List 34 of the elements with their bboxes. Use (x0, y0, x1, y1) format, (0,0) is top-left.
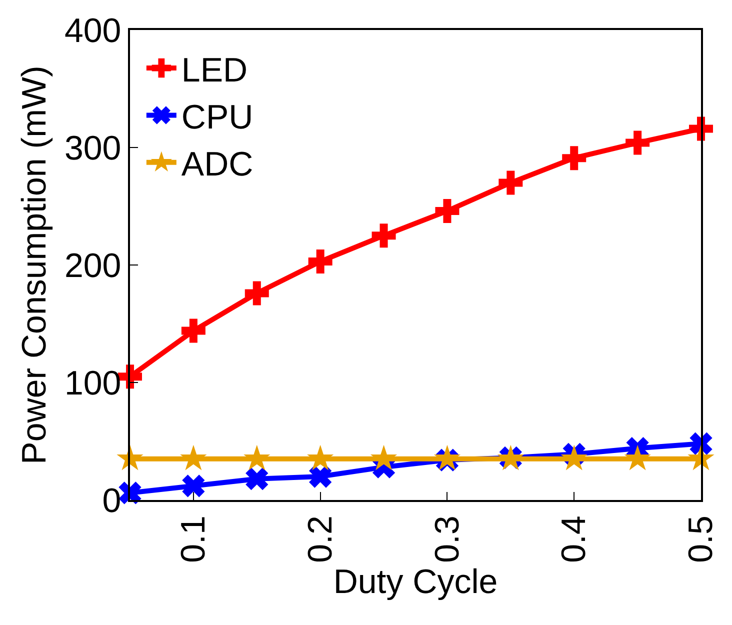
y-tick-label: 0 (102, 482, 122, 520)
legend-label: LED (181, 51, 248, 90)
x-tick-label: 0.3 (428, 516, 466, 563)
x-tick-label: 0.5 (682, 516, 720, 563)
point (309, 465, 332, 488)
x-tick-label: 0.2 (301, 516, 340, 563)
legend-label: CPU (181, 98, 254, 136)
point (182, 474, 205, 498)
point (370, 444, 398, 470)
point (435, 198, 460, 223)
point (626, 130, 650, 155)
x-tick-label: 0.1 (174, 516, 212, 563)
x-axis-title: Duty Cycle (333, 562, 498, 601)
point (560, 444, 588, 470)
point (180, 444, 207, 470)
point (562, 146, 586, 170)
point (246, 468, 268, 490)
y-tick-label: 400 (64, 12, 122, 50)
point (498, 170, 523, 195)
y-tick-label: 200 (64, 246, 122, 285)
point (624, 444, 651, 470)
point (307, 444, 334, 470)
y-axis-title: Power Consumption (mW) (16, 66, 54, 464)
point (308, 249, 332, 274)
y-tick-label: 100 (64, 364, 122, 402)
point (181, 318, 206, 343)
point (244, 281, 269, 306)
point (434, 444, 461, 470)
y-tick-label: 300 (64, 129, 122, 168)
point (244, 444, 270, 470)
legend-label: ADC (181, 146, 254, 184)
point (372, 224, 396, 248)
x-tick-label: 0.4 (555, 516, 594, 563)
point (690, 432, 712, 455)
